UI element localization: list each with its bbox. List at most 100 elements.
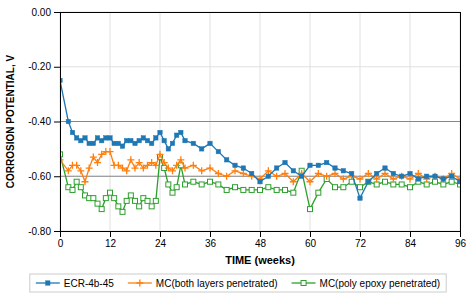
point [399,174,403,178]
tick-label: 0 [58,238,64,249]
legend-label: ECR-4b-45 [64,278,114,289]
point [74,179,79,184]
point [170,190,175,195]
tick-label: -0.40 [28,116,51,127]
point [383,179,388,184]
point [316,190,321,195]
point [94,159,101,166]
tick-mark [54,231,60,232]
series-points [60,78,460,200]
point [177,156,184,163]
point [424,174,428,178]
tick: 12 [105,231,117,249]
point [233,163,237,167]
point [179,130,183,134]
point [399,182,404,187]
grid-line-y [60,121,460,122]
point [291,190,296,195]
point [391,171,395,175]
point [408,185,413,190]
point [216,149,220,153]
tick-mark [260,231,261,237]
point [199,147,203,151]
point [136,159,143,166]
tick-label: 84 [405,238,417,249]
point [374,182,379,187]
grid [60,12,460,231]
point [290,178,297,185]
point [124,198,129,203]
point [333,166,337,170]
point [316,163,320,167]
tick-mark [410,231,411,237]
point [366,180,370,184]
tick: 48 [255,231,267,249]
tick-mark [210,231,211,237]
point [83,136,87,140]
point [223,173,230,180]
tick: -0.40 [28,116,60,127]
point [70,130,74,134]
point [208,179,213,184]
chart: 012243648607284960.00-0.20-0.40-0.60-0.8… [0,0,476,303]
point [283,160,287,164]
point [182,165,189,172]
point [183,138,187,142]
tick-mark [54,122,60,123]
point [315,170,322,177]
tick-label: 48 [255,238,267,249]
point [149,204,154,209]
point [232,167,239,174]
point [90,154,97,161]
point [183,182,188,187]
point [74,136,78,140]
point [433,174,437,178]
grid-line-y [60,66,460,67]
point [127,156,134,163]
tick-label: -0.60 [28,171,51,182]
tick-mark [460,231,461,237]
point [416,177,420,181]
point [332,170,339,177]
point [283,187,288,192]
point [273,173,280,180]
point [86,165,93,172]
point [91,196,96,201]
legend-marker [136,280,143,287]
point [174,185,179,190]
tick: -0.80 [28,226,60,237]
legend-label: MC(both layers penetrated) [156,278,278,289]
point [108,136,112,140]
point [162,138,166,142]
point [333,185,338,190]
tick-label: 72 [355,238,367,249]
point [299,174,303,178]
point [407,175,414,182]
point [104,136,108,140]
y-axis-title: CORROSION POTENTIAL, V [5,55,16,189]
point [95,136,99,140]
point [137,204,142,209]
point [174,133,178,137]
legend-item: ECR-4b-45 [36,278,114,289]
x-axis-title: TIME (weeks) [225,254,295,266]
point [382,170,389,177]
point [103,196,108,201]
plot-frame [60,12,460,231]
point [390,175,397,182]
point [99,138,103,142]
point [137,138,141,142]
point [408,171,412,175]
point [266,174,270,178]
point [116,141,120,145]
point [82,178,89,185]
point [157,151,164,158]
point [70,187,75,192]
x-axis: 01224364860728496 [58,231,467,249]
point [341,185,346,190]
point [152,162,159,169]
point [440,175,447,182]
point [449,174,453,178]
point [133,141,137,145]
point [191,141,195,145]
